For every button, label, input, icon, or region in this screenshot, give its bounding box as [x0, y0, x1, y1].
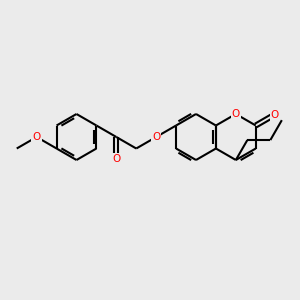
Text: O: O [32, 132, 41, 142]
Text: O: O [152, 132, 160, 142]
Text: O: O [112, 154, 121, 164]
Text: O: O [271, 110, 279, 120]
Text: O: O [232, 109, 240, 119]
